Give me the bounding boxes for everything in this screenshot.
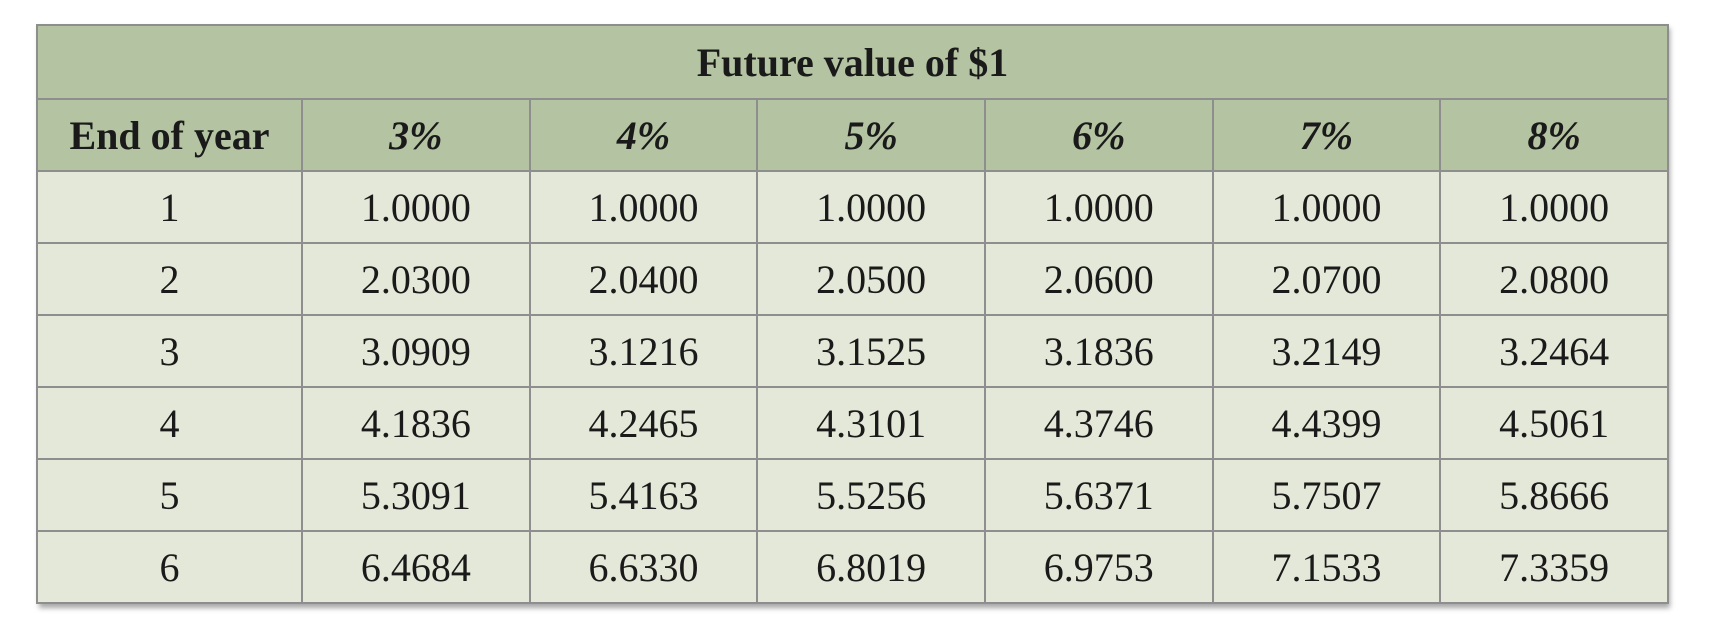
column-header-rate: 4% — [528, 98, 759, 172]
value-cell: 3.1216 — [528, 314, 759, 388]
value-cell: 2.0800 — [1439, 242, 1669, 316]
value-cell: 1.0000 — [1439, 170, 1669, 244]
table-body: 1 1.0000 1.0000 1.0000 1.0000 1.0000 1.0000 2 2.… — [36, 170, 1669, 604]
table-row: 2 2.0300 2.0400 2.0500 2.0600 2.0700 2.0800 — [36, 242, 1669, 316]
table-row: 3 3.0909 3.1216 3.1525 3.1836 3.2149 3.2464 — [36, 314, 1669, 388]
value-cell: 3.1836 — [983, 314, 1214, 388]
value-cell: 2.0500 — [756, 242, 986, 316]
column-header-rate: 7% — [1211, 98, 1442, 172]
column-header-rate: 3% — [301, 98, 531, 172]
table-title: Future value of $1 — [36, 24, 1669, 100]
year-cell: 6 — [36, 530, 303, 604]
column-header-rate: 8% — [1439, 98, 1669, 172]
year-cell: 5 — [36, 458, 303, 532]
table-header-row: End of year 3% 4% 5% 6% 7% 8% — [36, 98, 1669, 172]
column-header-rate: 5% — [756, 98, 986, 172]
value-cell: 4.4399 — [1211, 386, 1442, 460]
year-cell: 4 — [36, 386, 303, 460]
value-cell: 5.4163 — [528, 458, 759, 532]
table-row: 5 5.3091 5.4163 5.5256 5.6371 5.7507 5.8666 — [36, 458, 1669, 532]
value-cell: 1.0000 — [983, 170, 1214, 244]
value-cell: 5.6371 — [983, 458, 1214, 532]
value-cell: 5.8666 — [1439, 458, 1669, 532]
row-header-end-of-year: End of year — [36, 98, 303, 172]
value-cell: 2.0300 — [301, 242, 531, 316]
value-cell: 2.0600 — [983, 242, 1214, 316]
year-cell: 2 — [36, 242, 303, 316]
value-cell: 5.5256 — [756, 458, 986, 532]
value-cell: 3.2464 — [1439, 314, 1669, 388]
value-cell: 5.7507 — [1211, 458, 1442, 532]
table-row: 6 6.4684 6.6330 6.8019 6.9753 7.1533 7.3359 — [36, 530, 1669, 604]
value-cell: 4.3746 — [983, 386, 1214, 460]
value-cell: 1.0000 — [756, 170, 986, 244]
value-cell: 4.3101 — [756, 386, 986, 460]
value-cell: 6.8019 — [756, 530, 986, 604]
value-cell: 4.1836 — [301, 386, 531, 460]
table-title-row: Future value of $1 — [36, 24, 1669, 100]
value-cell: 2.0700 — [1211, 242, 1442, 316]
future-value-table: Future value of $1 End of year 3% 4% 5% … — [36, 24, 1669, 604]
value-cell: 4.5061 — [1439, 386, 1669, 460]
value-cell: 1.0000 — [528, 170, 759, 244]
value-cell: 7.3359 — [1439, 530, 1669, 604]
year-cell: 3 — [36, 314, 303, 388]
value-cell: 5.3091 — [301, 458, 531, 532]
value-cell: 1.0000 — [1211, 170, 1442, 244]
year-cell: 1 — [36, 170, 303, 244]
table-row: 1 1.0000 1.0000 1.0000 1.0000 1.0000 1.0000 — [36, 170, 1669, 244]
value-cell: 7.1533 — [1211, 530, 1442, 604]
value-cell: 3.0909 — [301, 314, 531, 388]
value-cell: 3.1525 — [756, 314, 986, 388]
table-row: 4 4.1836 4.2465 4.3101 4.3746 4.4399 4.5061 — [36, 386, 1669, 460]
value-cell: 3.2149 — [1211, 314, 1442, 388]
column-header-rate: 6% — [983, 98, 1214, 172]
value-cell: 2.0400 — [528, 242, 759, 316]
future-value-table-container: Future value of $1 End of year 3% 4% 5% … — [36, 24, 1669, 604]
value-cell: 6.6330 — [528, 530, 759, 604]
value-cell: 6.9753 — [983, 530, 1214, 604]
value-cell: 1.0000 — [301, 170, 531, 244]
value-cell: 4.2465 — [528, 386, 759, 460]
value-cell: 6.4684 — [301, 530, 531, 604]
